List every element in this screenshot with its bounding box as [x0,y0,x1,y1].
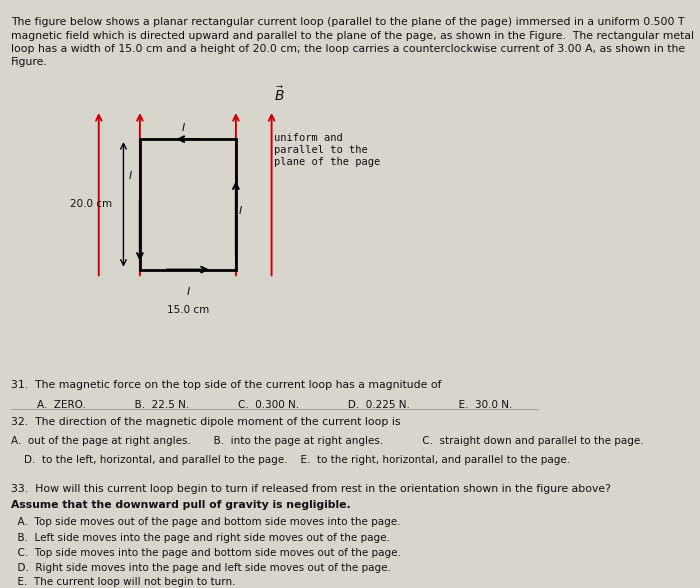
Text: I: I [128,171,132,181]
Text: I: I [186,287,190,297]
Text: The figure below shows a planar rectangular current loop (parallel to the plane : The figure below shows a planar rectangu… [11,18,694,67]
Text: E.  The current loop will not begin to turn.: E. The current loop will not begin to tu… [11,577,235,587]
Text: I: I [181,123,185,133]
Text: D.  to the left, horizontal, and parallel to the page.    E.  to the right, hori: D. to the left, horizontal, and parallel… [11,455,570,465]
Bar [140,139,236,270]
Text: 32.  The direction of the magnetic dipole moment of the current loop is: 32. The direction of the magnetic dipole… [11,417,400,427]
Text: 20.0 cm: 20.0 cm [70,199,113,209]
Text: A.  Top side moves out of the page and bottom side moves into the page.: A. Top side moves out of the page and bo… [11,517,400,527]
Text: 15.0 cm: 15.0 cm [167,305,209,315]
Text: A.  out of the page at right angles.       B.  into the page at right angles.   : A. out of the page at right angles. B. i… [11,436,643,446]
Text: $\vec{B}$: $\vec{B}$ [274,86,285,104]
Text: 33.  How will this current loop begin to turn if released from rest in the orien: 33. How will this current loop begin to … [11,484,611,494]
Text: Assume that the downward pull of gravity is negligible.: Assume that the downward pull of gravity… [11,500,351,510]
Text: C.  Top side moves into the page and bottom side moves out of the page.: C. Top side moves into the page and bott… [11,548,401,558]
Text: D.  Right side moves into the page and left side moves out of the page.: D. Right side moves into the page and le… [11,563,391,573]
Text: uniform and
parallel to the
plane of the page: uniform and parallel to the plane of the… [274,133,381,166]
Text: I: I [239,206,242,216]
Text: A.  ZERO.               B.  22.5 N.               C.  0.300 N.               D. : A. ZERO. B. 22.5 N. C. 0.300 N. D. [11,400,512,410]
Text: B.  Left side moves into the page and right side moves out of the page.: B. Left side moves into the page and rig… [11,533,390,543]
Text: 31.  The magnetic force on the top side of the current loop has a magnitude of: 31. The magnetic force on the top side o… [11,380,442,390]
